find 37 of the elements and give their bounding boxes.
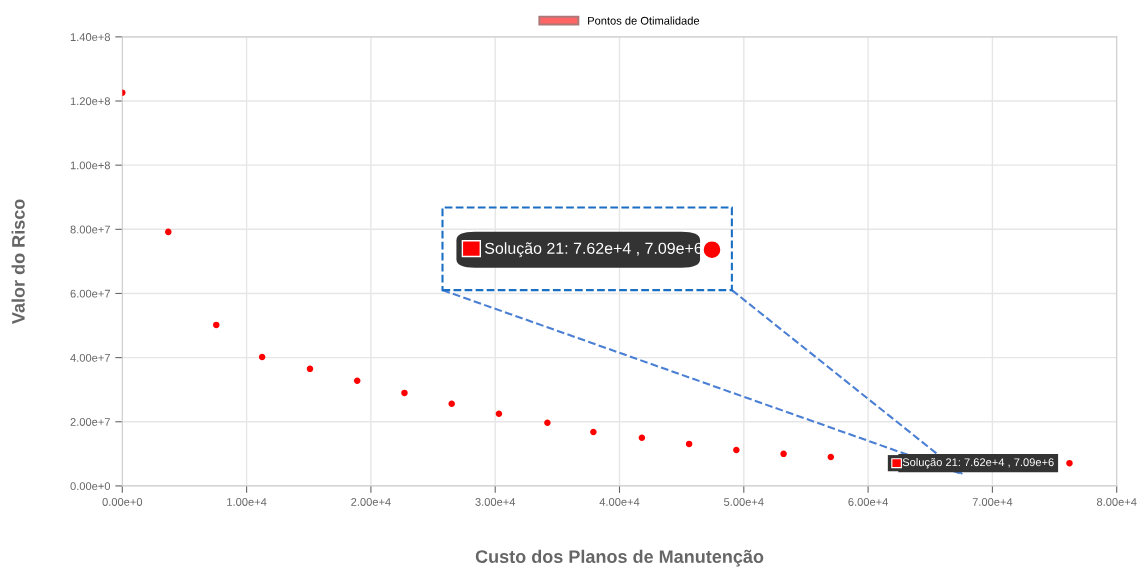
x-tick-label: 7.00e+4 [972,498,1013,506]
y-tick-label: 4.00e+7 [70,353,110,362]
point [448,400,455,408]
x-tick-label: 6.00e+4 [848,498,889,506]
y-tick-label: 1.20e+8 [70,97,111,106]
x-tick-label: 5.00e+4 [724,498,764,506]
point [733,446,740,454]
y-tick-label: 0.00e+0 [70,482,111,491]
x-tick-label: 4.00e+4 [599,498,640,506]
x-tick-label: 8.00e+4 [1096,498,1137,506]
point [495,410,503,418]
point [780,450,787,458]
y-axis-title: Valor do Risco [11,199,25,324]
x-tick-label: 1.00e+4 [227,498,267,506]
annotation: Solução 21: 7.62e+4 , 7.09e+6 [902,457,1054,469]
point [353,377,361,384]
point [544,419,551,426]
x-tick-label: 2.00e+4 [351,498,391,506]
x-tick-label: 0.00e+0 [102,498,143,506]
point [165,228,172,236]
point [213,321,220,329]
x-tick-label: 3.00e+4 [475,498,516,506]
point [258,353,266,361]
x-axis-title: Custo dos Planos de Manutenção [475,549,764,567]
legend-label: Pontos de Otimalidade [588,16,700,25]
y-tick-label: 2.00e+7 [70,418,110,426]
y-tick-label: 8.00e+7 [70,225,110,234]
point [306,365,314,373]
point [401,389,408,397]
y-tick-label: 1.00e+8 [70,161,111,170]
y-tick-label: 6.00e+7 [70,289,110,298]
point [827,453,835,461]
point [685,440,693,448]
point [638,434,646,442]
point [590,428,597,436]
point [1066,459,1073,467]
y-tick-label: 1.40e+8 [70,33,111,41]
